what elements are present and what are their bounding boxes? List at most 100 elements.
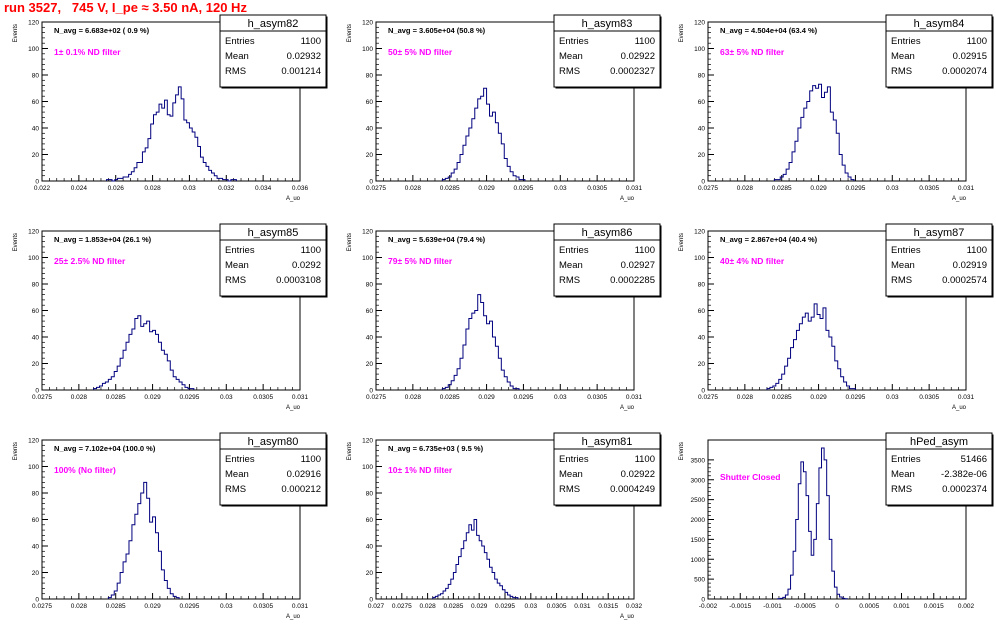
y-tick-label: 20 bbox=[32, 152, 40, 159]
histogram-name: h_asym86 bbox=[582, 227, 633, 239]
x-axis-label: A_uo bbox=[620, 405, 635, 411]
histogram-bin bbox=[144, 482, 147, 599]
y-tick-label: 20 bbox=[366, 152, 374, 159]
y-tick-label: 3000 bbox=[691, 477, 706, 484]
y-tick-label: 80 bbox=[32, 282, 40, 289]
x-tick-label: 0.03 bbox=[524, 603, 537, 610]
stats-label: RMS bbox=[891, 66, 912, 77]
y-tick-label: 100 bbox=[362, 255, 373, 262]
y-tick-label: 120 bbox=[28, 229, 39, 236]
histogram-bin bbox=[482, 546, 485, 599]
stats-label: RMS bbox=[559, 275, 580, 286]
stats-value: 1100 bbox=[635, 454, 655, 465]
x-tick-label: 0.022 bbox=[34, 185, 51, 192]
x-tick-label: 0.03 bbox=[183, 185, 196, 192]
navg-label: N_avg = 3.605e+04 (50.8 %) bbox=[388, 26, 486, 35]
stats-label: Mean bbox=[891, 469, 915, 480]
histogram-bin bbox=[805, 313, 808, 390]
x-tick-label: -0.0015 bbox=[729, 603, 751, 610]
stats-value: 0.02919 bbox=[953, 260, 987, 271]
y-tick-label: 80 bbox=[32, 73, 40, 80]
histogram-bin bbox=[475, 311, 478, 391]
stats-value: 0.0002074 bbox=[942, 66, 987, 77]
x-tick-label: 0.0305 bbox=[587, 394, 607, 401]
stats-shadow bbox=[888, 505, 994, 507]
y-tick-label: 40 bbox=[366, 335, 374, 342]
x-tick-label: 0.028 bbox=[737, 394, 754, 401]
x-tick-label: 0.0275 bbox=[32, 603, 52, 610]
y-tick-label: 100 bbox=[28, 255, 39, 262]
histogram-bin bbox=[153, 115, 156, 181]
x-tick-label: 0.0295 bbox=[513, 394, 533, 401]
x-tick-label: 0.031 bbox=[626, 185, 643, 192]
y-tick-label: 3500 bbox=[691, 457, 706, 464]
stats-value: 0.0004249 bbox=[610, 484, 655, 495]
stats-value: 0.0002374 bbox=[942, 484, 987, 495]
stats-label: Entries bbox=[891, 454, 921, 465]
stats-shadow bbox=[660, 435, 662, 507]
histogram-bin bbox=[176, 95, 179, 181]
filter-label: 100% (No filter) bbox=[54, 465, 116, 475]
stats-value: 0.02932 bbox=[287, 51, 321, 62]
stats-value: 1100 bbox=[967, 245, 987, 256]
histogram-bin bbox=[464, 541, 467, 599]
histogram-bin bbox=[466, 533, 469, 599]
y-tick-label: 20 bbox=[698, 152, 706, 159]
y-tick-label: 20 bbox=[32, 570, 40, 577]
y-tick-label: 80 bbox=[366, 491, 374, 498]
histogram-bin bbox=[487, 324, 490, 390]
x-tick-label: 0.0285 bbox=[772, 185, 792, 192]
x-tick-label: 0.031 bbox=[574, 603, 591, 610]
histogram-bin bbox=[830, 112, 833, 181]
histogram-bin bbox=[817, 314, 820, 390]
stats-value: 1100 bbox=[301, 245, 321, 256]
histogram-bin bbox=[820, 318, 823, 390]
x-axis-label: A_uo bbox=[286, 614, 301, 620]
x-tick-label: 0.031 bbox=[292, 603, 309, 610]
x-axis-label: A_uo bbox=[620, 196, 635, 202]
x-tick-label: 0.0285 bbox=[772, 394, 792, 401]
x-tick-label: 0.029 bbox=[810, 185, 827, 192]
stats-shadow bbox=[888, 296, 994, 298]
stats-value: 1100 bbox=[635, 36, 655, 47]
x-tick-label: 0.0295 bbox=[179, 394, 199, 401]
y-tick-label: 40 bbox=[366, 126, 374, 133]
y-tick-label: 120 bbox=[694, 20, 705, 27]
x-tick-label: 0.0315 bbox=[598, 603, 618, 610]
stats-label: RMS bbox=[225, 275, 246, 286]
y-tick-label: 40 bbox=[698, 126, 706, 133]
x-tick-label: 0.028 bbox=[737, 185, 754, 192]
stats-value: 51466 bbox=[961, 454, 987, 465]
filter-label: 50± 5% ND filter bbox=[388, 47, 453, 57]
x-tick-label: 0.036 bbox=[292, 185, 309, 192]
x-tick-label: 0.0285 bbox=[440, 185, 460, 192]
y-tick-label: 80 bbox=[32, 491, 40, 498]
x-tick-label: 0.0005 bbox=[859, 603, 879, 610]
stats-shadow bbox=[660, 226, 662, 298]
x-tick-label: 0.024 bbox=[71, 185, 88, 192]
histogram-bin bbox=[192, 132, 195, 181]
y-axis-label: Events bbox=[347, 233, 353, 251]
y-tick-label: 60 bbox=[366, 308, 374, 315]
x-tick-label: 0.028 bbox=[405, 185, 422, 192]
stats-shadow bbox=[556, 296, 662, 298]
stats-label: Mean bbox=[559, 51, 583, 62]
stats-shadow bbox=[992, 435, 994, 507]
x-axis-label: A_uo bbox=[620, 614, 635, 620]
x-tick-label: 0.0295 bbox=[845, 185, 865, 192]
navg-label: N_avg = 1.853e+04 (26.1 %) bbox=[54, 235, 152, 244]
histogram-bin bbox=[822, 448, 825, 599]
histogram-bin bbox=[804, 108, 807, 181]
x-tick-label: 0.032 bbox=[218, 185, 235, 192]
stats-value: 1100 bbox=[301, 36, 321, 47]
y-tick-label: 60 bbox=[32, 517, 40, 524]
navg-label: N_avg = 6.683e+02 ( 0.9 %) bbox=[54, 26, 150, 35]
x-tick-label: 0.0275 bbox=[698, 185, 718, 192]
stats-value: 0.000212 bbox=[281, 484, 321, 495]
stats-label: Entries bbox=[225, 36, 255, 47]
histogram-bin bbox=[484, 316, 487, 390]
stats-label: Entries bbox=[559, 245, 589, 256]
